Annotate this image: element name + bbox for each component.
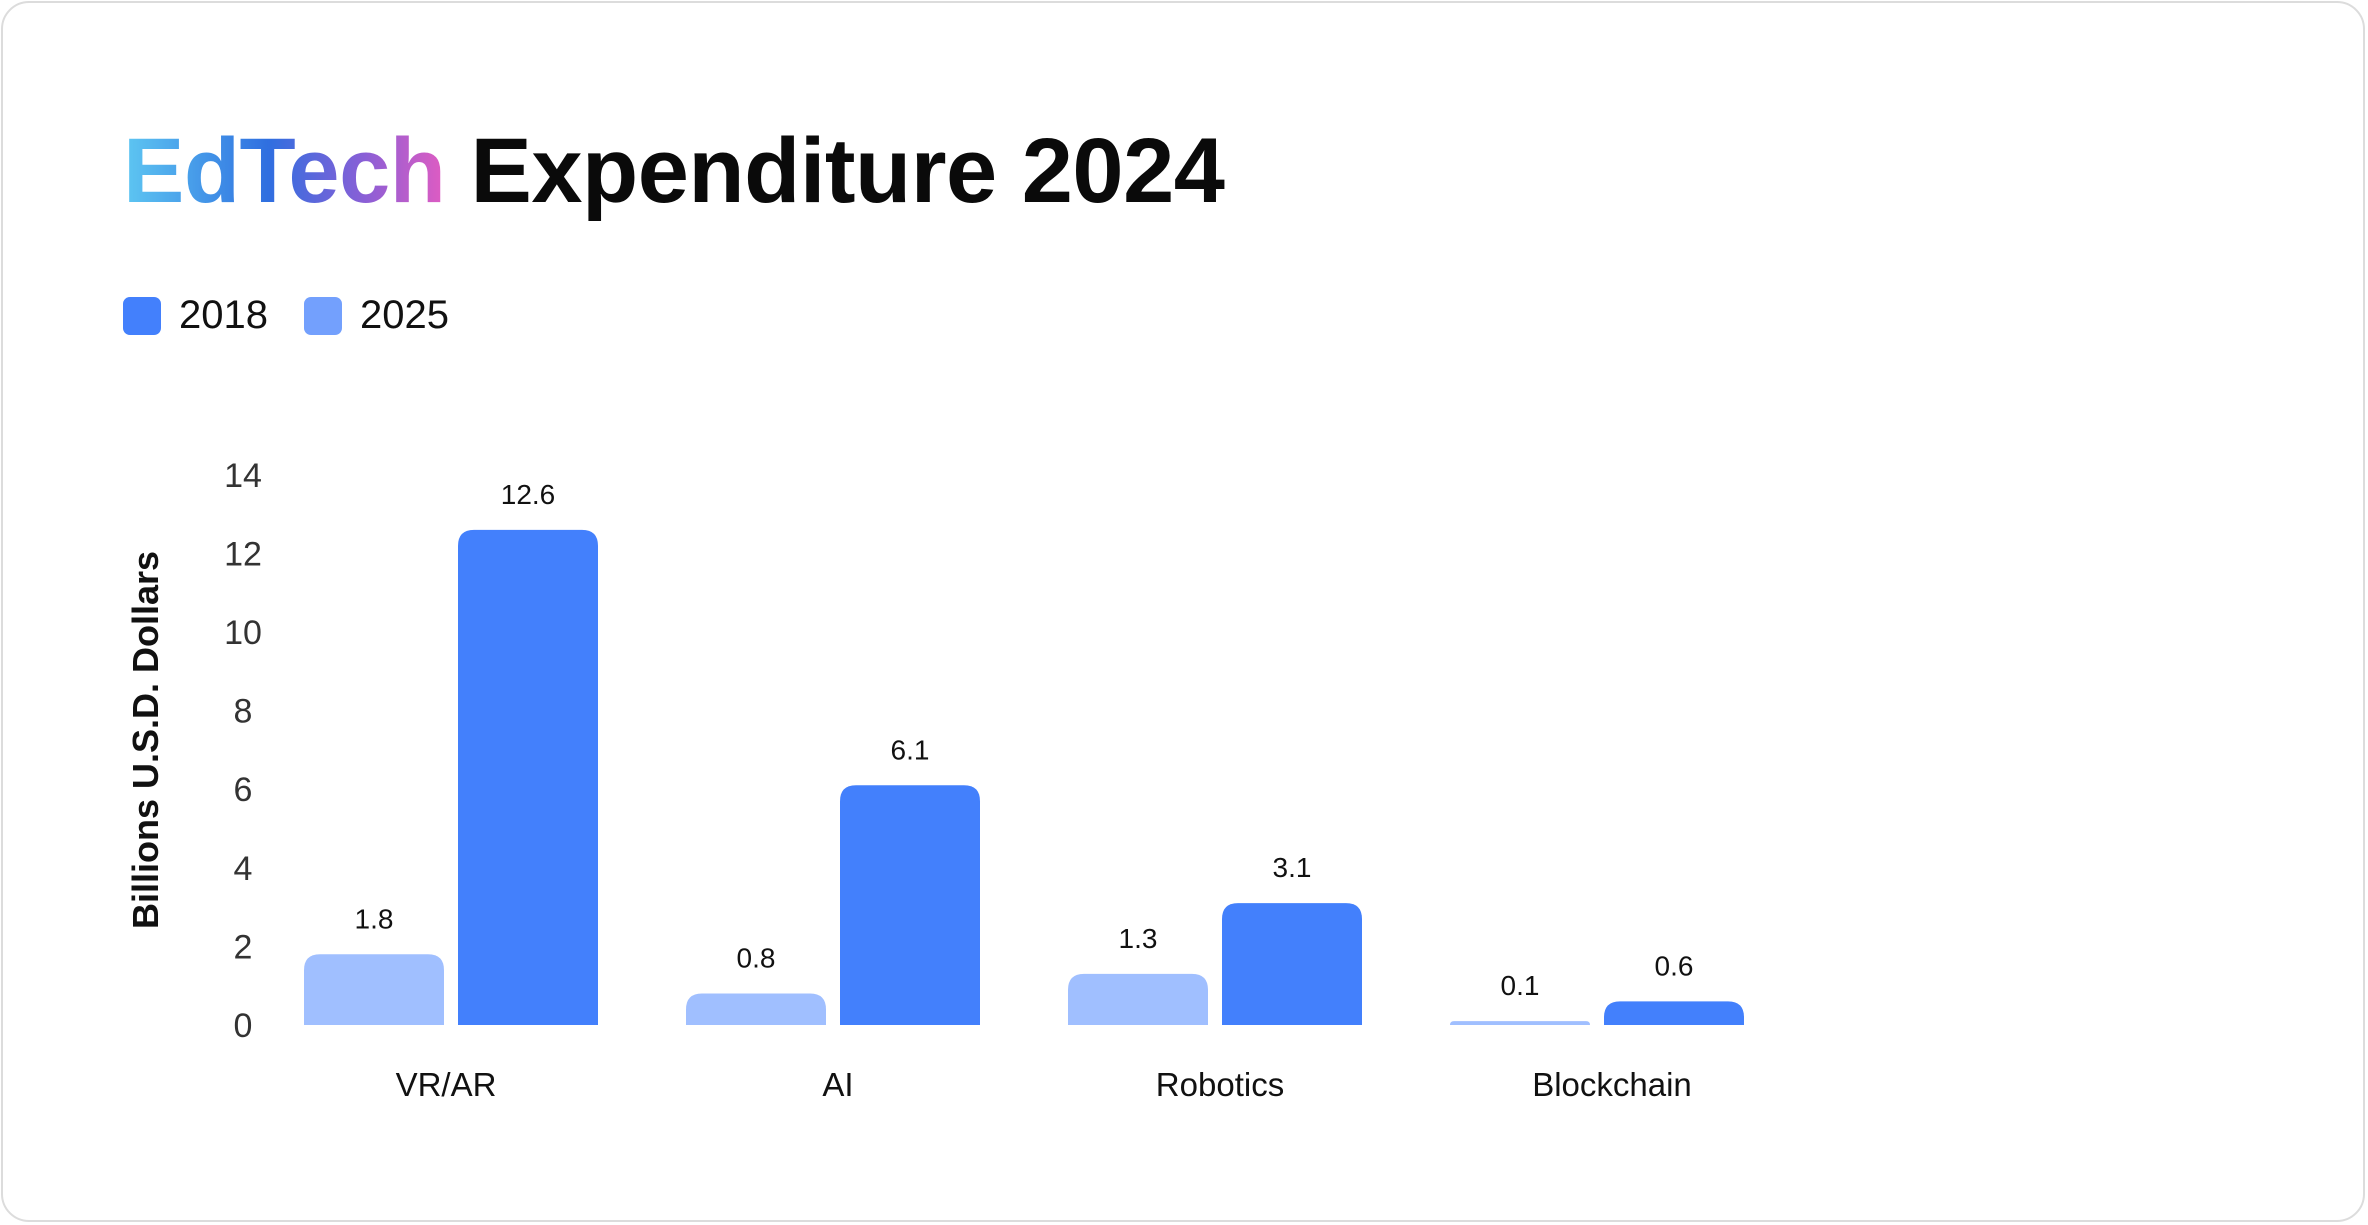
data-label: 12.6 [501, 479, 556, 510]
x-tick-label: Blockchain [1532, 1066, 1692, 1103]
x-tick-label: Robotics [1156, 1066, 1284, 1103]
y-tick-label: 6 [234, 771, 253, 809]
legend-swatch-2018 [123, 296, 161, 335]
legend-item-2025[interactable]: 2025 [303, 293, 449, 338]
data-label: 0.8 [737, 943, 776, 974]
legend: 2018 2025 [123, 293, 485, 338]
legend-swatch-2025 [303, 296, 342, 335]
x-tick-label: AI [822, 1066, 853, 1103]
bar-2018-blockchain[interactable] [1604, 1001, 1744, 1025]
data-label: 0.1 [1501, 970, 1540, 1001]
bars: 1.8 12.6 0.8 6.1 1.3 3.1 0.1 0.6 [304, 479, 1744, 1025]
bar-2018-ai[interactable] [840, 785, 980, 1025]
legend-label-2018: 2018 [179, 293, 268, 337]
y-tick-label: 8 [234, 693, 253, 731]
legend-item-2018[interactable]: 2018 [123, 293, 268, 338]
legend-label-2025: 2025 [359, 293, 449, 337]
y-axis-label: Billions U.S.D. Dollars [125, 551, 166, 929]
x-tick-label: VR/AR [396, 1066, 497, 1103]
data-label: 0.6 [1655, 950, 1694, 981]
x-axis: VR/AR AI Robotics Blockchain [396, 1066, 1692, 1103]
data-label: 6.1 [891, 734, 930, 765]
chart-title: EdTech Expenditure 2024 [123, 125, 1225, 217]
data-label: 1.3 [1119, 923, 1158, 954]
y-tick-label: 10 [224, 614, 262, 652]
y-tick-label: 0 [234, 1007, 253, 1045]
y-tick-label: 14 [224, 457, 262, 495]
bar-2018-robotics[interactable] [1222, 903, 1362, 1025]
bar-2025-ai[interactable] [686, 993, 826, 1025]
title-rest: Expenditure 2024 [470, 120, 1225, 222]
y-tick-label: 12 [224, 535, 262, 573]
bar-2018-vr-ar[interactable] [458, 529, 598, 1025]
title-accent: EdTech [123, 120, 446, 222]
data-label: 1.8 [355, 903, 394, 934]
y-tick-label: 4 [234, 850, 253, 888]
y-axis: 0 2 4 6 8 10 12 14 [224, 457, 262, 1045]
bar-2025-vr-ar[interactable] [304, 954, 444, 1025]
data-label: 3.1 [1273, 852, 1312, 883]
bar-2025-blockchain[interactable] [1450, 1021, 1590, 1025]
y-tick-label: 2 [234, 928, 253, 966]
bar-2025-robotics[interactable] [1068, 973, 1208, 1025]
